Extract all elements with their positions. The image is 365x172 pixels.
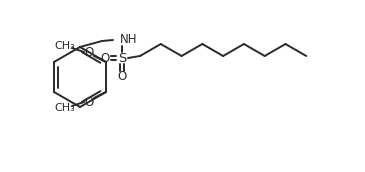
Text: O: O [100,51,110,64]
Text: O: O [84,95,93,109]
Text: CH₃: CH₃ [55,41,75,51]
Text: O: O [118,69,127,83]
Text: O: O [84,46,93,58]
Text: S: S [118,51,126,64]
Text: CH₃: CH₃ [55,103,75,113]
Text: NH: NH [120,33,138,46]
